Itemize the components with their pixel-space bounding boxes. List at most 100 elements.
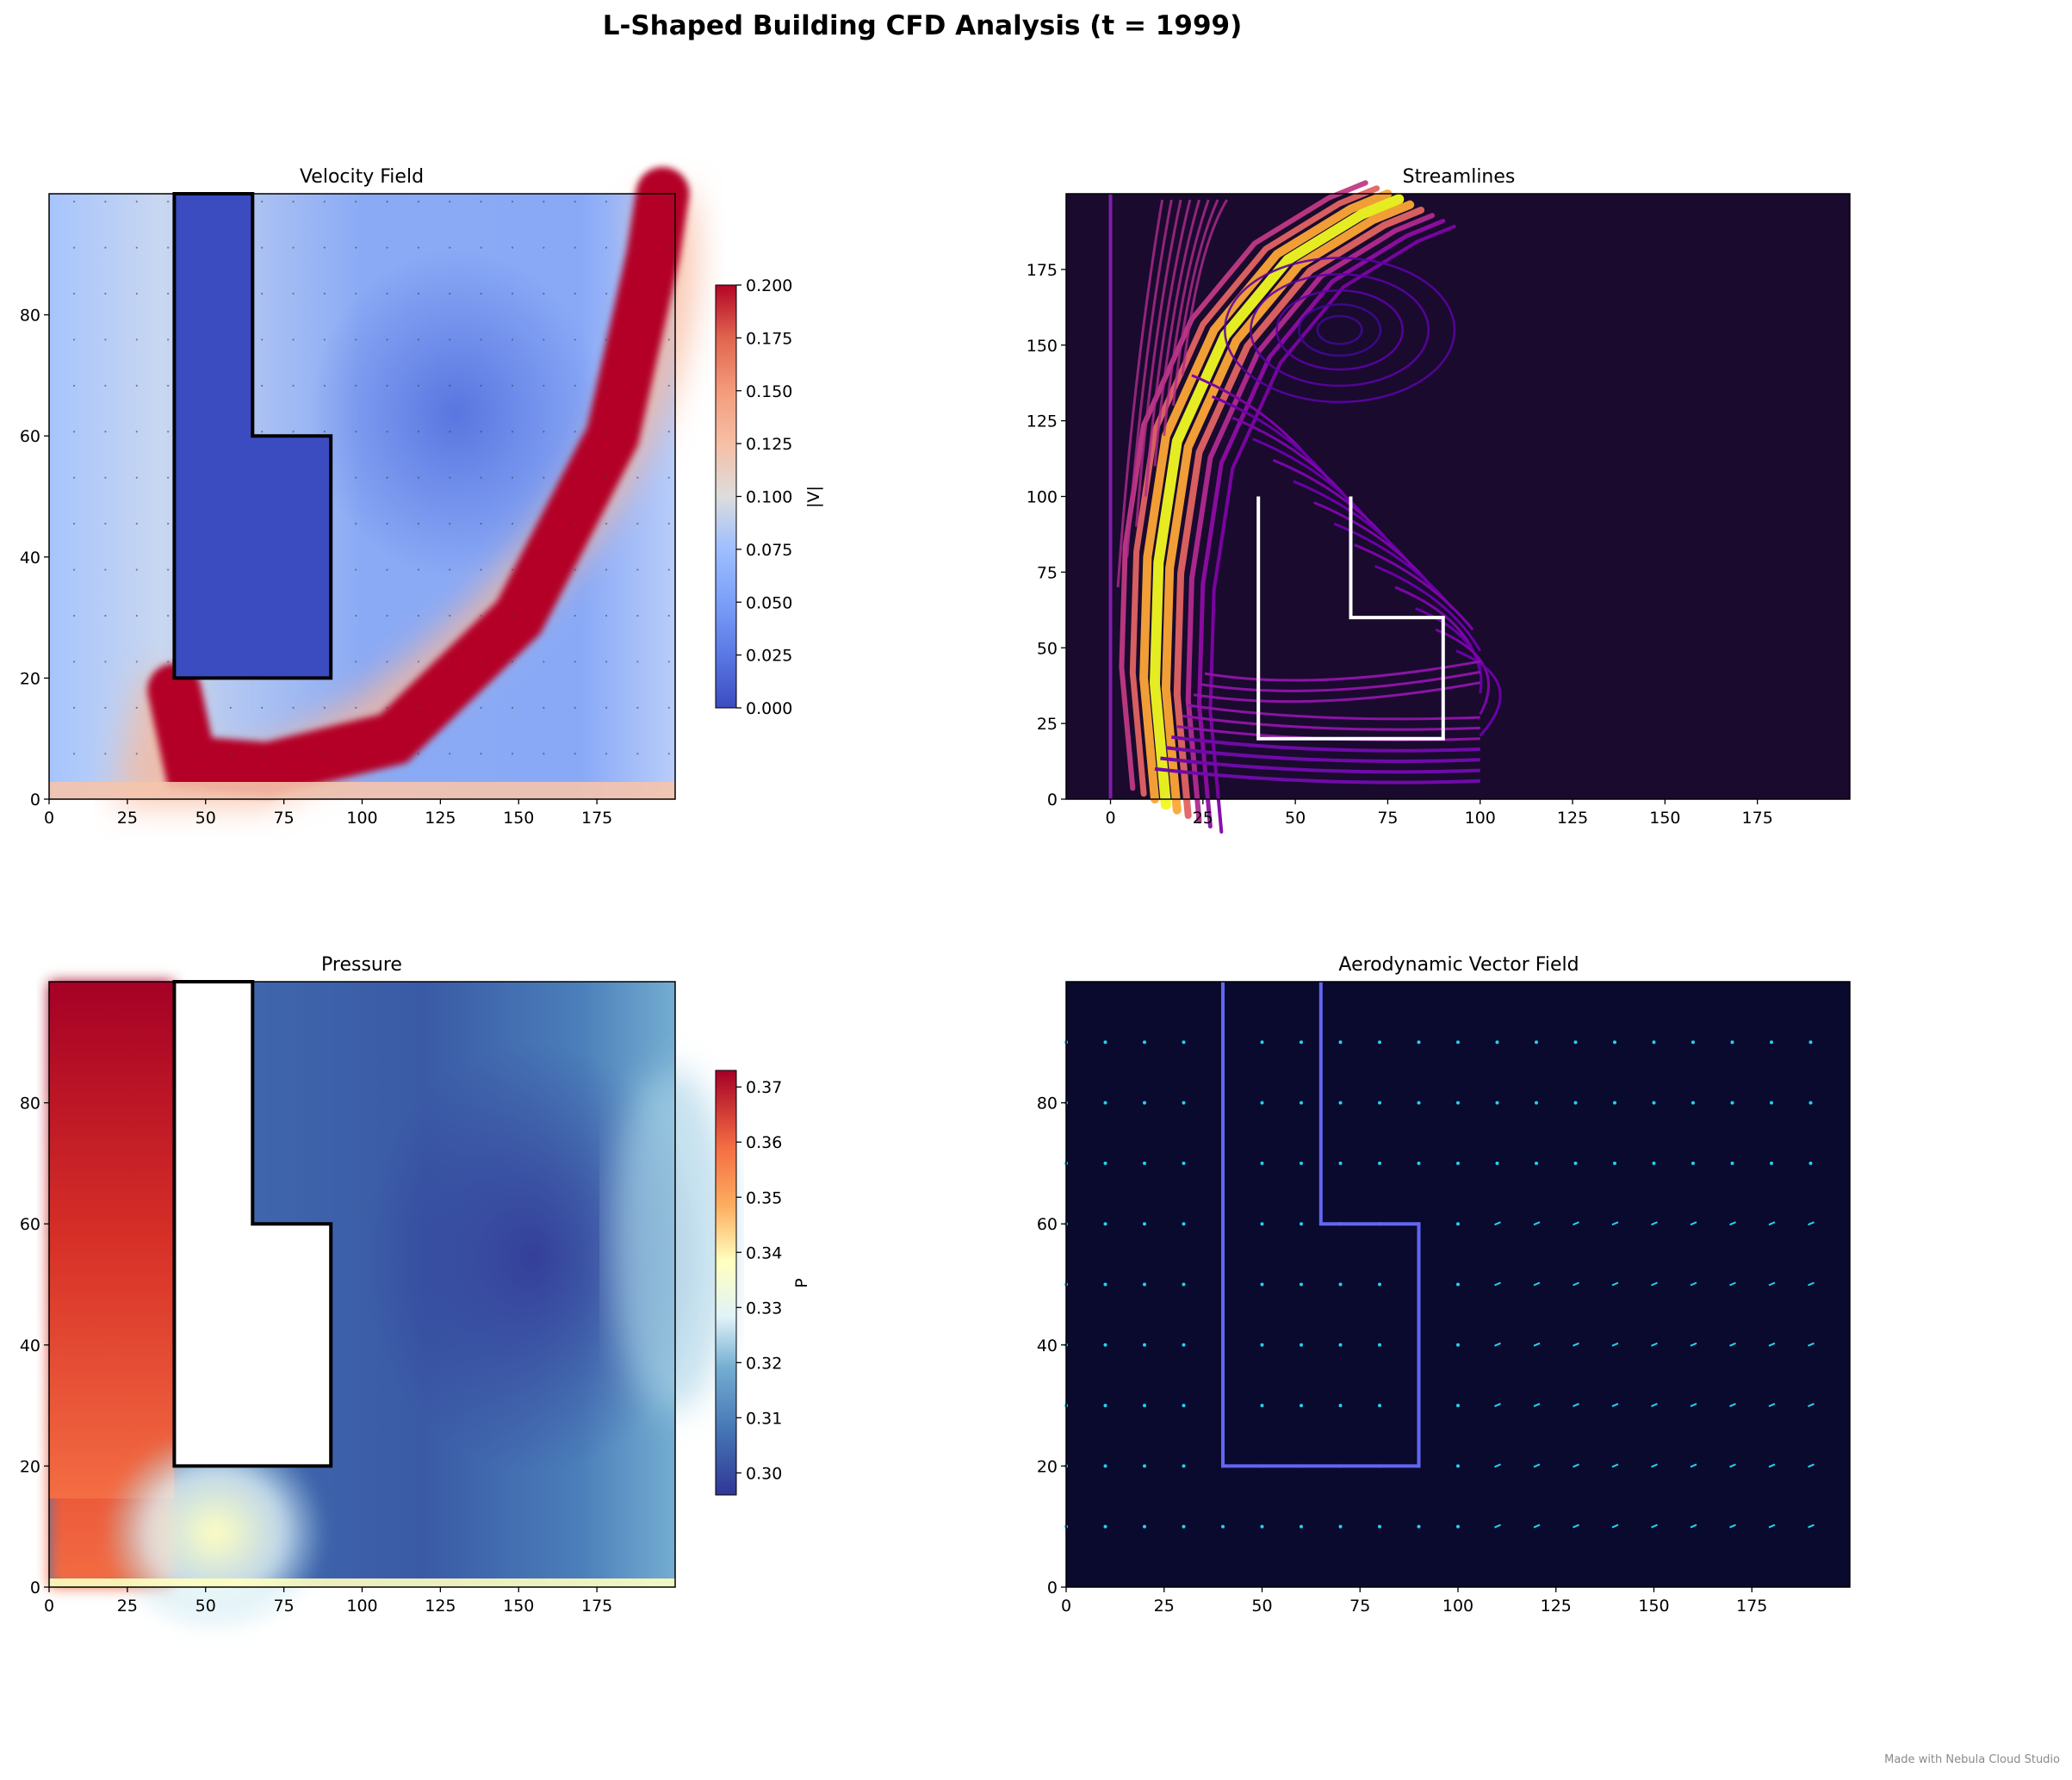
velocity-quiver-dot <box>386 201 388 203</box>
vector-arrow <box>1378 1404 1381 1408</box>
streamline-vortex <box>1298 303 1382 357</box>
velocity-quiver-dot <box>355 431 357 433</box>
velocity-quiver-dot <box>574 431 576 433</box>
vector-arrow <box>1378 1282 1381 1287</box>
velocity-quiver-dot <box>574 201 576 203</box>
vector-arrow <box>1494 1281 1501 1287</box>
velocity-quiver-dot <box>480 661 482 663</box>
pressure-colorbar-label: P <box>792 1278 811 1287</box>
velocity-quiver-dot <box>605 476 608 479</box>
velocity-quiver-dot <box>323 431 326 433</box>
vector-arrow <box>1143 1040 1146 1045</box>
vector-arrow <box>1143 1343 1146 1347</box>
vector-arrow <box>1573 1281 1579 1287</box>
velocity-y-tick-label: 0 <box>30 791 40 809</box>
velocity-quiver-dot <box>355 338 357 341</box>
velocity-x-tick-label: 125 <box>425 809 456 828</box>
vector-field-x-tick-label: 0 <box>1061 1597 1071 1616</box>
vector-arrow <box>1456 1464 1460 1468</box>
velocity-quiver-dot <box>104 384 107 387</box>
streamline-jet <box>1208 225 1456 834</box>
velocity-quiver-dot <box>543 476 545 479</box>
velocity-quiver-dot <box>605 568 608 571</box>
vector-arrow <box>1690 1523 1697 1529</box>
velocity-heatmap <box>49 167 697 805</box>
velocity-quiver-dot <box>543 568 545 571</box>
velocity-quiver-dot <box>667 706 670 709</box>
velocity-quiver-dot <box>480 706 482 709</box>
streamline-edge <box>1144 199 1192 497</box>
velocity-quiver-dot <box>511 523 514 525</box>
velocity-quiver-dot <box>72 523 76 525</box>
vector-arrow <box>1300 1040 1303 1045</box>
vector-arrow <box>1456 1040 1460 1045</box>
vector-arrow <box>1533 1281 1541 1287</box>
velocity-quiver-dot <box>72 614 76 617</box>
vector-arrow <box>1690 1281 1697 1287</box>
velocity-quiver-dot <box>261 338 264 341</box>
vector-field-x-tick-label: 175 <box>1736 1597 1767 1616</box>
vector-arrow <box>1768 1463 1776 1468</box>
vector-arrow <box>1729 1342 1736 1347</box>
velocity-quiver-dot <box>135 292 138 295</box>
vector-arrow <box>1338 1404 1343 1408</box>
velocity-colorbar-tick-label: 0.125 <box>746 435 792 454</box>
vector-arrow <box>1338 1040 1343 1045</box>
vector-arrow <box>1494 1523 1501 1529</box>
velocity-quiver-dot <box>511 753 514 755</box>
vector-arrow <box>1768 1342 1776 1347</box>
vector-arrow <box>1300 1343 1303 1347</box>
vector-arrow <box>1808 1281 1815 1287</box>
velocity-quiver-dot <box>229 706 232 709</box>
velocity-quiver-dot <box>667 338 670 341</box>
velocity-quiver-dot <box>292 201 295 203</box>
vector-field-x-tick-label: 100 <box>1442 1597 1473 1616</box>
velocity-colorbar-tick-label: 0.150 <box>746 382 792 401</box>
vector-arrow <box>1770 1040 1773 1045</box>
velocity-quiver-dot <box>574 384 576 387</box>
vector-arrow <box>1808 1040 1813 1045</box>
streamline-edge <box>1163 199 1210 437</box>
vector-arrow <box>1456 1101 1460 1105</box>
velocity-quiver-dot <box>574 706 576 709</box>
watermark: Made with Nebula Cloud Studio <box>1884 1753 2060 1766</box>
velocity-quiver-dot <box>355 476 357 479</box>
vector-arrow <box>1300 1404 1303 1408</box>
vector-arrow <box>1182 1161 1186 1165</box>
vector-arrow <box>1338 1101 1343 1105</box>
velocity-quiver-dot <box>261 292 264 295</box>
velocity-quiver-dot <box>167 706 170 709</box>
panel-vector-field: Aerodynamic Vector Field 0 25 50 75 100 125 15… <box>1037 954 1851 1616</box>
streamlines-y-tick-label: 100 <box>1027 488 1058 507</box>
streamlines-y-tick-label: 25 <box>1037 715 1058 734</box>
velocity-quiver-dot <box>511 431 514 433</box>
velocity-quiver-dot <box>104 568 107 571</box>
velocity-quiver-dot <box>167 568 170 571</box>
vector-arrow <box>1182 1404 1186 1408</box>
pressure-y-tick-label: 0 <box>30 1578 40 1597</box>
velocity-quiver-dot <box>543 753 545 755</box>
velocity-quiver-dot <box>574 476 576 479</box>
velocity-quiver-dot <box>167 661 170 663</box>
velocity-quiver-dot <box>72 753 76 755</box>
pressure-colorbar-tick-label: 0.34 <box>746 1244 782 1262</box>
vector-arrow <box>1613 1161 1616 1165</box>
vector-arrow <box>1808 1523 1815 1529</box>
vector-arrow <box>1573 1342 1579 1347</box>
vector-arrow <box>1730 1040 1734 1045</box>
streamline-edge <box>1126 199 1173 557</box>
velocity-quiver-dot <box>135 753 138 755</box>
velocity-quiver-dot <box>543 431 545 433</box>
vector-arrow <box>1260 1161 1264 1165</box>
streamlines-background <box>1066 194 1850 799</box>
vector-arrow <box>1260 1404 1264 1408</box>
velocity-quiver-dot <box>135 338 138 341</box>
vector-arrow <box>1533 1342 1541 1347</box>
velocity-quiver-dot <box>480 523 482 525</box>
velocity-quiver-dot <box>574 568 576 571</box>
velocity-quiver-dot <box>104 661 107 663</box>
velocity-quiver-dot <box>292 338 295 341</box>
velocity-quiver-dot <box>480 246 482 249</box>
vector-arrow <box>1573 1161 1578 1165</box>
velocity-quiver-dot <box>667 431 670 433</box>
